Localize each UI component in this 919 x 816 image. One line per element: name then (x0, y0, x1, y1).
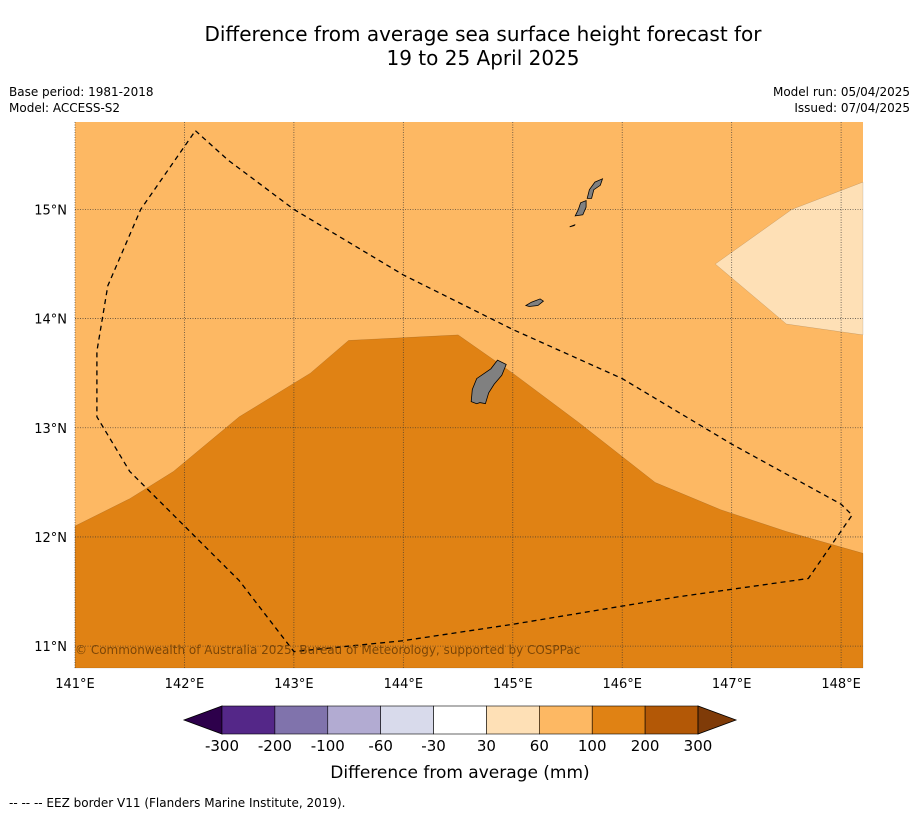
colorbar-tick-label-3: -60 (368, 737, 393, 755)
lat-tick-label-4: 15°N (34, 203, 67, 218)
lat-tick-label-3: 14°N (34, 313, 67, 328)
contour-region-1 (714, 181, 864, 336)
colorbar-tick-label-5: 30 (477, 737, 496, 755)
lat-tick-label-2: 13°N (34, 422, 67, 437)
lon-tick-label-0: 141°E (55, 677, 95, 692)
map-title: Difference from average sea surface heig… (0, 22, 919, 70)
island-aguijan (569, 224, 576, 228)
colorbar-tick-label-7: 100 (578, 737, 607, 755)
colorbar-segment-3 (380, 705, 434, 735)
island-tinian (574, 200, 587, 217)
island-guam (470, 359, 507, 405)
colorbar-extend-low (182, 705, 223, 735)
colorbar-segment-2 (327, 705, 381, 735)
model-run-text: Model run: 05/04/2025 (772, 85, 910, 99)
lon-tick-label-5: 146°E (602, 677, 642, 692)
lon-tick-label-2: 143°E (274, 677, 314, 692)
map-figure: © Commonwealth of Australia 2025, Bureau… (34, 122, 864, 783)
colorbar-tick-label-6: 60 (530, 737, 549, 755)
colorbar-segment-5 (486, 705, 540, 735)
colorbar-tick-label-0: -300 (205, 737, 239, 755)
colorbar-segment-7 (591, 705, 646, 735)
colorbar-tick-label-1: -200 (258, 737, 292, 755)
lon-tick-label-7: 148°E (821, 677, 861, 692)
title-line-2: 19 to 25 April 2025 (386, 46, 580, 70)
colorbar-segment-6 (539, 705, 593, 735)
colorbar-label: Difference from average (mm) (330, 763, 589, 783)
lon-tick-label-4: 145°E (493, 677, 533, 692)
island-rota (524, 298, 545, 307)
eez-border-line (96, 130, 853, 653)
issued-text: Issued: 07/04/2025 (794, 101, 910, 115)
colorbar-tick-label-4: -30 (421, 737, 446, 755)
colorbar-extend-high (697, 705, 738, 735)
colorbar-tick-label-2: -100 (311, 737, 345, 755)
info-left: Base period: 1981-2018 Model: ACCESS-S2 (9, 84, 154, 116)
colorbar-segment-0 (221, 705, 276, 735)
colorbar-segment-8 (644, 705, 699, 735)
colorbar-segment-1 (274, 705, 329, 735)
lon-tick-label-6: 147°E (712, 677, 752, 692)
lat-tick-label-1: 12°N (34, 531, 67, 546)
lon-tick-label-3: 144°E (384, 677, 424, 692)
colorbar-tick-label-8: 200 (631, 737, 660, 755)
contour-region-0 (74, 334, 864, 669)
base-period-text: Base period: 1981-2018 (9, 85, 154, 99)
info-right: Model run: 05/04/2025 Issued: 07/04/2025 (773, 84, 910, 116)
footnote-eez: -- -- -- EEZ border V11 (Flanders Marine… (9, 796, 346, 810)
lon-tick-label-1: 142°E (165, 677, 205, 692)
copyright-text: © Commonwealth of Australia 2025, Bureau… (75, 643, 580, 657)
title-line-1: Difference from average sea surface heig… (204, 22, 762, 46)
lat-tick-label-0: 11°N (34, 640, 67, 655)
model-text: Model: ACCESS-S2 (9, 101, 121, 115)
island-saipan (586, 178, 604, 199)
colorbar-tick-label-9: 300 (684, 737, 713, 755)
colorbar-segment-4 (433, 705, 487, 735)
